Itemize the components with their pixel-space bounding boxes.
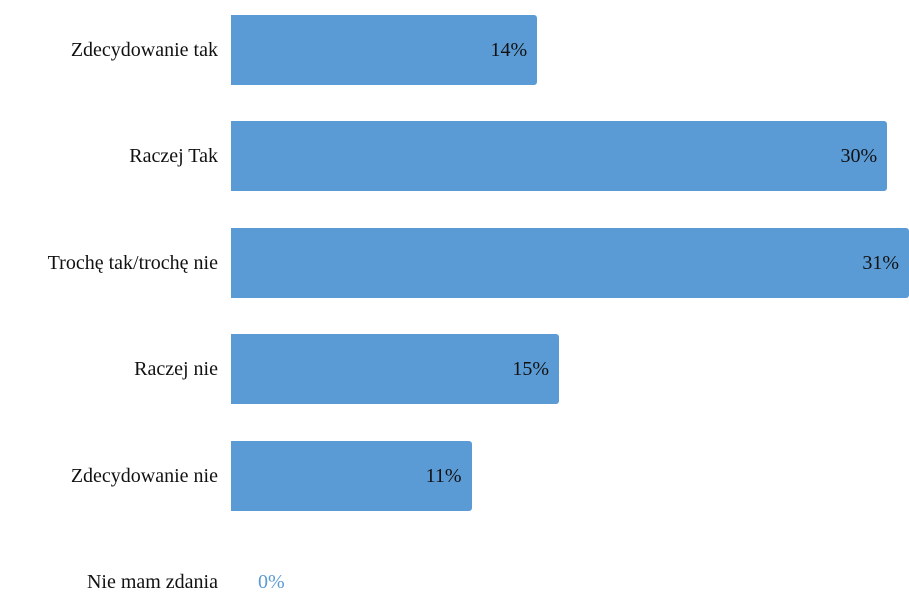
value-label: 30%: [840, 145, 878, 168]
category-label: Trochę tak/trochę nie: [47, 251, 218, 274]
category-label: Zdecydowanie nie: [70, 464, 218, 487]
category-label: Zdecydowanie tak: [70, 39, 218, 61]
value-label: 31%: [862, 251, 899, 274]
bar: [231, 440, 472, 511]
category-label: Nie mam zdania: [86, 571, 218, 593]
value-label: 15%: [512, 358, 550, 381]
bar: [231, 121, 888, 192]
value-label: 14%: [490, 39, 528, 61]
category-label: Raczej nie: [134, 358, 218, 381]
value-label: 11%: [425, 464, 462, 487]
bar: [231, 227, 909, 298]
value-label: 0%: [258, 571, 285, 593]
category-label: Raczej Tak: [129, 145, 218, 168]
bar: [231, 15, 538, 85]
bar: [231, 334, 560, 405]
